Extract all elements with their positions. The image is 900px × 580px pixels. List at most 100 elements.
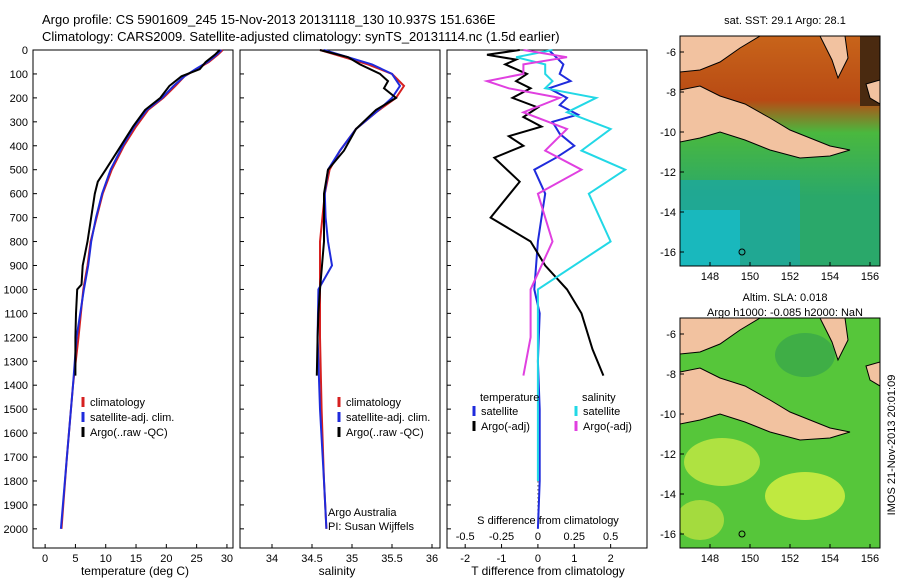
series-line-satellite-adj-clim- <box>316 49 402 529</box>
x-top-tick-label: 0.25 <box>564 531 585 543</box>
salinity-legend: climatology satellite-adj. clim. Argo(..… <box>337 397 430 439</box>
y-tick-label: 300 <box>10 117 28 129</box>
land-solomon <box>865 79 880 105</box>
y-tick-label: 1600 <box>4 428 28 440</box>
map-x-tick-label: 154 <box>821 553 839 565</box>
sst-map-frame <box>679 35 881 267</box>
plot-frame <box>239 49 441 549</box>
y-tick-label: 1900 <box>4 500 28 512</box>
map-x-tick-label: 156 <box>861 271 879 283</box>
x-top-tick-label: -0.5 <box>456 531 475 543</box>
sla-map-frame <box>679 317 881 549</box>
x-tick-label: 20 <box>160 553 172 565</box>
y-tick-label: 500 <box>10 165 28 177</box>
series-line-temperature-satellite <box>533 49 581 529</box>
y-tick-label: 600 <box>10 189 28 201</box>
y-tick-label: 700 <box>10 213 28 225</box>
map-y-tick-label: -12 <box>660 167 676 179</box>
y-tick-label: 1200 <box>4 332 28 344</box>
y-tick-label: 1000 <box>4 284 28 296</box>
y-tick-label: 1500 <box>4 404 28 416</box>
legend-label-argo: Argo(..raw -QC) <box>346 427 424 439</box>
x-tick-label: 36 <box>426 553 438 565</box>
x-tick-label: 35 <box>346 553 358 565</box>
salinity-xlabel: salinity <box>319 564 356 578</box>
map-x-tick-label: 150 <box>741 271 759 283</box>
temperature-panel: 0100200300400500600700800900100011001200… <box>4 45 234 565</box>
map-x-tick-label: 150 <box>741 553 759 565</box>
pi-label: PI: Susan Wijffels <box>328 521 414 533</box>
series-line-argo-raw-qc- <box>315 49 398 376</box>
series-line-salinity-argo-adj- <box>483 49 584 376</box>
y-tick-label: 800 <box>10 237 28 249</box>
salinity-panel: 34 34.5 35 35.5 36 <box>239 49 441 565</box>
temperature-legend: climatology satellite-adj. clim. Argo(..… <box>81 397 174 439</box>
series-line-climatology <box>319 49 406 529</box>
legend-label-sal-argo: Argo(-adj) <box>583 421 632 433</box>
map-y-tick-label: -16 <box>660 529 676 541</box>
y-tick-label: 1400 <box>4 380 28 392</box>
map-y-tick-label: -8 <box>666 369 676 381</box>
map-y-tick-label: -14 <box>660 489 676 501</box>
map-y-tick-label: -12 <box>660 449 676 461</box>
sla-high-anomaly-west <box>684 438 760 486</box>
map-x-tick-label: 152 <box>781 553 799 565</box>
argo-position-marker <box>738 530 746 538</box>
map-x-tick-label: 152 <box>781 271 799 283</box>
argo-position-marker <box>738 248 746 256</box>
x-tick-label: 15 <box>130 553 142 565</box>
sst-map-title: sat. SST: 29.1 Argo: 28.1 <box>724 15 846 27</box>
map-x-tick-label: 154 <box>821 271 839 283</box>
y-tick-label: 100 <box>10 69 28 81</box>
imos-timestamp: IMOS 21-Nov-2013 20:01:09 <box>886 375 898 516</box>
y-tick-label: 400 <box>10 141 28 153</box>
x-top-tick-label: 0 <box>535 531 541 543</box>
y-tick-label: 900 <box>10 260 28 272</box>
map-x-tick-label: 148 <box>701 271 719 283</box>
y-tick-label: 1300 <box>4 356 28 368</box>
land-new-guinea-north <box>680 36 761 73</box>
x-tick-label: 5 <box>72 553 78 565</box>
y-tick-label: 0 <box>22 45 28 57</box>
map-y-tick-label: -14 <box>660 207 676 219</box>
legend-label-sal-satellite: satellite <box>583 406 620 418</box>
land-new-britain <box>819 318 849 362</box>
s-difference-xlabel: S difference from climatology <box>477 515 619 527</box>
series-line-argo-raw-qc- <box>74 49 221 376</box>
map-y-tick-label: -16 <box>660 247 676 259</box>
legend-label-argo: Argo(..raw -QC) <box>90 427 168 439</box>
legend-label-satellite: satellite-adj. clim. <box>90 412 174 424</box>
legend-header-salinity: salinity <box>582 392 616 404</box>
x-tick-label: -2 <box>460 553 470 565</box>
sla-map: Altim. SLA: 0.018 Argo h1000: -0.085 h20… <box>660 292 881 565</box>
land-solomon <box>865 361 880 387</box>
x-tick-label: 35.5 <box>381 553 402 565</box>
map-y-tick-label: -8 <box>666 87 676 99</box>
temperature-xlabel: temperature (deg C) <box>81 564 189 578</box>
x-tick-label: 30 <box>221 553 233 565</box>
map-x-tick-label: 156 <box>861 553 879 565</box>
land-papua-peninsula <box>680 85 851 159</box>
sst-map: sat. SST: 29.1 Argo: 28.1 148 150 152 154 15… <box>660 15 881 283</box>
legend-label-temp-argo: Argo(-adj) <box>481 421 530 433</box>
plot-frame <box>32 49 234 549</box>
y-tick-label: 200 <box>10 93 28 105</box>
legend-label-satellite: satellite-adj. clim. <box>346 412 430 424</box>
x-tick-label: 0 <box>535 553 541 565</box>
x-tick-label: 0 <box>42 553 48 565</box>
sla-high-anomaly-south <box>765 472 845 520</box>
sla-map-title-line1: Altim. SLA: 0.018 <box>743 292 828 304</box>
legend-header-temperature: temperature <box>480 392 539 404</box>
x-top-tick-label: 0.5 <box>603 531 618 543</box>
argo-australia-label: Argo Australia <box>328 507 397 519</box>
map-y-tick-label: -6 <box>666 329 676 341</box>
sla-map-title-line2: Argo h1000: -0.085 h2000: NaN <box>707 307 863 319</box>
map-y-tick-label: -10 <box>660 409 676 421</box>
sla-high-anomaly-sw <box>680 500 724 540</box>
series-line-satellite-adj-clim- <box>59 49 223 529</box>
x-tick-label: -1 <box>497 553 507 565</box>
x-tick-label: 10 <box>100 553 112 565</box>
y-tick-label: 1100 <box>4 308 28 320</box>
difference-legend: temperature salinity satellite Argo(-adj… <box>472 392 632 433</box>
y-tick-label: 1700 <box>4 452 28 464</box>
